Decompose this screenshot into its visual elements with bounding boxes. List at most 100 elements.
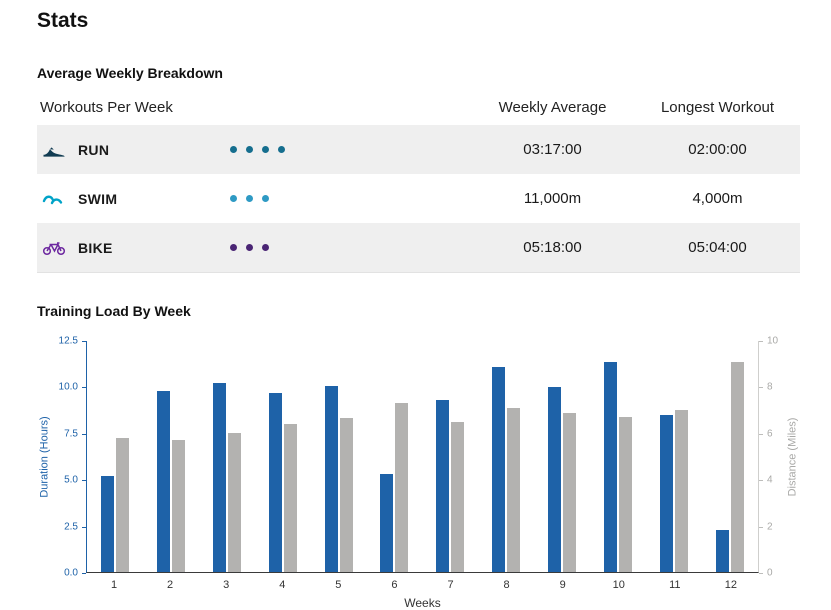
intensity-dots [230, 244, 269, 251]
x-tick-label-week-5: 5 [335, 579, 342, 591]
left-axis-tick-label: 10.0 [58, 381, 78, 393]
x-tick-label-week-12: 12 [724, 579, 738, 591]
intensity-dot [246, 195, 253, 202]
left-axis-tick-label: 2.5 [64, 521, 78, 533]
right-axis-tick-mark [759, 480, 763, 482]
longest-workout-value: 02:00:00 [688, 141, 747, 158]
distance-bar-week-5[interactable] [339, 418, 353, 572]
duration-bar-week-7[interactable] [436, 400, 450, 572]
left-axis-tick-label: 5.0 [64, 474, 78, 486]
x-tick-label-week-6: 6 [391, 579, 398, 591]
run-shoe-icon [40, 142, 67, 158]
right-axis-tick-label: 8 [767, 381, 773, 393]
table-row-bike: BIKE 05:18:00 05:04:00 [37, 223, 800, 272]
intensity-dots [230, 195, 269, 202]
distance-bar-week-6[interactable] [395, 403, 409, 572]
distance-bar-week-10[interactable] [619, 417, 633, 572]
distance-bar-week-12[interactable] [730, 361, 744, 572]
training-load-section: Training Load By Week Duration (Hours) 1… [37, 303, 800, 610]
sport-cell: RUN [37, 142, 470, 158]
x-tick-label-week-11: 11 [669, 579, 681, 591]
duration-bar-week-6[interactable] [380, 474, 394, 572]
duration-bar-week-8[interactable] [492, 366, 506, 572]
distance-bar-week-7[interactable] [451, 421, 465, 572]
right-axis-tick-mark [759, 573, 763, 574]
bar-group-week-12 [715, 341, 744, 572]
left-axis-tick-label: 7.5 [64, 428, 78, 440]
intensity-dot [262, 146, 269, 153]
bar-group-week-2 [156, 341, 185, 572]
x-tick-label-week-8: 8 [503, 579, 510, 591]
x-tick-label-week-3: 3 [223, 579, 230, 591]
distance-bar-week-2[interactable] [171, 440, 185, 572]
intensity-dot [230, 244, 237, 251]
left-axis-ticks: 12.5 10.0 7.5 5.0 2.5 0.0 [52, 336, 86, 579]
left-axis-tick-mark [82, 480, 86, 482]
col-header-longest-workout: Longest Workout [660, 99, 775, 116]
duration-bar-week-3[interactable] [212, 382, 226, 572]
duration-bar-week-2[interactable] [156, 390, 170, 572]
table-row-swim: SWIM 11,000m 4,000m [37, 174, 800, 223]
swim-wave-icon [40, 191, 67, 207]
table-row-run: RUN 03:17:00 02:00:00 [37, 125, 800, 174]
intensity-dot [278, 146, 285, 153]
distance-bar-week-9[interactable] [563, 412, 577, 572]
bike-icon [40, 240, 67, 256]
intensity-dot [262, 195, 269, 202]
intensity-dots [230, 146, 285, 153]
right-axis-tick-mark [759, 526, 763, 528]
x-tick-label-week-2: 2 [167, 579, 174, 591]
right-axis-tick-label: 4 [767, 474, 773, 486]
x-tick-label-week-7: 7 [447, 579, 454, 591]
longest-workout-value: 05:04:00 [688, 239, 747, 256]
weekly-average-value: 11,000m [523, 190, 582, 207]
distance-bar-week-11[interactable] [675, 410, 689, 572]
sport-cell: BIKE [37, 240, 470, 256]
x-axis-title: Weeks [404, 596, 441, 610]
duration-bar-week-12[interactable] [715, 529, 729, 572]
x-axis-tick-labels: 1 2 3 4 5 6 7 8 9 10 11 12 [86, 579, 759, 591]
duration-bar-week-4[interactable] [268, 392, 282, 572]
duration-bar-week-11[interactable] [660, 414, 674, 572]
left-axis-tick-mark [82, 387, 86, 389]
right-axis-title: Distance (Miles) [786, 417, 799, 497]
bar-group-week-7 [436, 341, 465, 572]
workouts-table: Workouts Per Week Weekly Average Longest… [37, 97, 800, 273]
sport-name: BIKE [78, 239, 113, 256]
sport-name: RUN [78, 141, 110, 158]
left-axis-title: Duration (Hours) [38, 416, 51, 498]
x-tick-label-week-4: 4 [279, 579, 286, 591]
duration-bar-week-9[interactable] [548, 387, 562, 572]
right-axis-tick-label: 6 [767, 428, 773, 440]
distance-bar-week-4[interactable] [283, 424, 297, 572]
distance-bar-week-1[interactable] [115, 438, 129, 572]
bar-group-week-9 [548, 341, 577, 572]
col-header-weekly-average: Weekly Average [498, 99, 607, 116]
longest-workout-value: 4,000m [692, 190, 743, 207]
bar-group-week-1 [100, 341, 129, 572]
intensity-dot [230, 195, 237, 202]
right-axis-tick-mark [759, 341, 763, 342]
breakdown-heading: Average Weekly Breakdown [37, 65, 223, 81]
sport-name: SWIM [78, 190, 118, 207]
average-weekly-breakdown-section: Average Weekly Breakdown Workouts Per We… [37, 65, 800, 273]
table-header-row: Workouts Per Week Weekly Average Longest… [37, 97, 800, 125]
bar-group-week-3 [212, 341, 241, 572]
right-axis-tick-label: 2 [767, 521, 773, 533]
right-axis-tick-mark [759, 433, 763, 435]
distance-bar-week-8[interactable] [507, 408, 521, 572]
x-tick-label-week-1: 1 [110, 579, 118, 591]
weekly-average-value: 03:17:00 [523, 141, 582, 158]
bar-group-week-8 [492, 341, 521, 572]
duration-bar-week-5[interactable] [324, 386, 338, 572]
duration-bar-week-10[interactable] [604, 362, 618, 572]
duration-bar-week-1[interactable] [100, 475, 114, 572]
plot-column: 1 2 3 4 5 6 7 8 9 10 11 12 Weeks [86, 341, 759, 610]
distance-bar-week-3[interactable] [227, 433, 241, 572]
intensity-dot [246, 244, 253, 251]
bar-group-week-6 [380, 341, 409, 572]
right-axis-tick-label: 0 [767, 567, 773, 579]
sport-cell: SWIM [37, 191, 470, 207]
